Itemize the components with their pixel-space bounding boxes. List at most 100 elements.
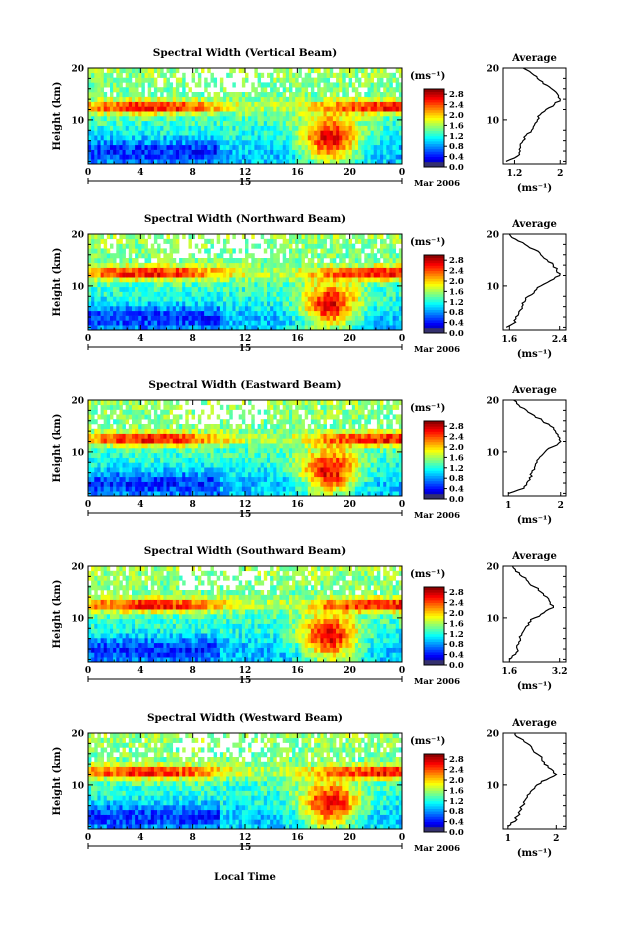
colorbar-tick-label: 1.6 — [449, 121, 464, 131]
colorbar-segment — [424, 587, 444, 590]
average-x-tick-label: 1.2 — [507, 169, 523, 179]
average-title: Average — [511, 219, 557, 230]
x-tick-label: 8 — [190, 334, 196, 344]
colorbar-segment — [424, 460, 444, 463]
average-x-tick-label: 3.2 — [552, 667, 568, 677]
colorbar-segment — [424, 488, 444, 492]
y-tick-label: 20 — [71, 730, 84, 740]
colorbar-segment — [424, 829, 444, 833]
x-tick-label: 16 — [291, 500, 304, 510]
average-x-tick-label: 1.6 — [501, 667, 517, 677]
colorbar-frame — [423, 88, 445, 168]
heatmap-cells — [88, 733, 403, 830]
colorbar-tick-label: 0.4 — [449, 319, 464, 329]
colorbar-segment — [424, 441, 444, 445]
heatmap-cells — [88, 400, 403, 497]
y-tick-label: 20 — [71, 397, 84, 407]
colorbar-segment — [424, 270, 444, 274]
colorbar-segment — [424, 626, 444, 629]
colorbar-segment — [424, 610, 444, 614]
colorbar-segment — [424, 104, 444, 108]
average-y-tick-label: 20 — [486, 730, 499, 740]
colorbar-segment — [424, 141, 444, 144]
y-tick-label: 10 — [71, 614, 84, 624]
x-tick-label: 20 — [343, 500, 356, 510]
x-tick-label: 0 — [399, 666, 405, 676]
colorbar-segment — [424, 615, 444, 619]
y-axis-label: Height (km) — [52, 248, 63, 317]
x-tick-label: 4 — [137, 666, 143, 676]
colorbar-tick-label: 2.4 — [449, 599, 464, 609]
x-tick-label: 16 — [291, 833, 304, 843]
colorbar-segment — [424, 475, 444, 479]
colorbar-tick-label: 2.0 — [449, 277, 464, 287]
x-tick-label: 0 — [399, 500, 405, 510]
panel-title: Spectral Width (Northward Beam) — [144, 213, 346, 225]
colorbar-segment — [424, 777, 444, 781]
colorbar-segment — [424, 478, 444, 482]
y-tick-label: 10 — [71, 282, 84, 292]
colorbar-segment — [424, 790, 444, 794]
average-x-tick-label: 1.6 — [501, 335, 517, 345]
colorbar-tick-label: 0.0 — [449, 661, 464, 671]
colorbar-segment — [424, 793, 444, 796]
colorbar — [424, 255, 444, 334]
colorbar-segment — [424, 314, 444, 318]
colorbar-segment — [424, 772, 444, 776]
panel-3: Spectral Width (Eastward Beam)1020Height… — [52, 379, 567, 526]
colorbar-unit: (ms⁻¹) — [410, 736, 445, 747]
x-tick-label: 12 — [239, 666, 252, 676]
colorbar-segment — [424, 798, 444, 802]
average-line — [505, 67, 561, 162]
y-tick-label: 20 — [71, 65, 84, 75]
average-profile: Average 10 20 1.2 2 (ms⁻¹) — [486, 53, 567, 194]
colorbar-segment — [424, 646, 444, 650]
colorbar-segment — [424, 483, 444, 487]
average-y-tick-label: 10 — [486, 614, 499, 624]
colorbar-segment — [424, 795, 444, 799]
colorbar-segment — [424, 255, 444, 258]
average-line — [505, 233, 561, 328]
colorbar-segment — [424, 148, 444, 152]
colorbar-frame — [423, 420, 445, 500]
colorbar-segment — [424, 800, 444, 804]
colorbar-segment — [424, 620, 444, 624]
x-tick-label: 0 — [85, 666, 91, 676]
colorbar-segment — [424, 320, 444, 323]
colorbar-tick-label: 2.0 — [449, 609, 464, 619]
average-y-tick-label: 20 — [486, 231, 499, 241]
x-tick-label: 16 — [291, 666, 304, 676]
colorbar-segment — [424, 824, 444, 828]
x-tick-label: 16 — [291, 334, 304, 344]
colorbar-segment — [424, 652, 444, 655]
x-tick-label: 20 — [343, 168, 356, 178]
day-label: 15 — [239, 843, 252, 853]
colorbar-segment — [424, 294, 444, 297]
average-frame — [502, 67, 567, 165]
date-label: Mar 2006 — [414, 345, 460, 355]
colorbar-tick-label: 2.4 — [449, 267, 464, 277]
colorbar-tick-label: 1.6 — [449, 453, 464, 463]
y-tick-label: 10 — [71, 116, 84, 126]
colorbar-segment — [424, 327, 444, 331]
colorbar-segment — [424, 756, 444, 760]
day-label: 15 — [239, 510, 252, 520]
average-x-tick-label: 2 — [557, 169, 563, 179]
colorbar-tick-label: 2.0 — [449, 111, 464, 121]
colorbar-segment — [424, 754, 444, 757]
colorbar-segment — [424, 806, 444, 809]
colorbar-tick-label: 1.6 — [449, 619, 464, 629]
x-tick-label: 8 — [190, 666, 196, 676]
average-y-tick-label: 10 — [486, 282, 499, 292]
colorbar-segment — [424, 268, 444, 271]
average-frame — [502, 399, 567, 497]
colorbar-segment — [424, 649, 444, 653]
x-tick-label: 0 — [85, 500, 91, 510]
colorbar-segment — [424, 94, 444, 98]
colorbar-segment — [424, 257, 444, 261]
colorbar-tick-label: 1.6 — [449, 786, 464, 796]
colorbar-segment — [424, 447, 444, 450]
colorbar-tick-label: 1.2 — [449, 797, 464, 807]
colorbar-segment — [424, 428, 444, 432]
colorbar-segment — [424, 600, 444, 603]
